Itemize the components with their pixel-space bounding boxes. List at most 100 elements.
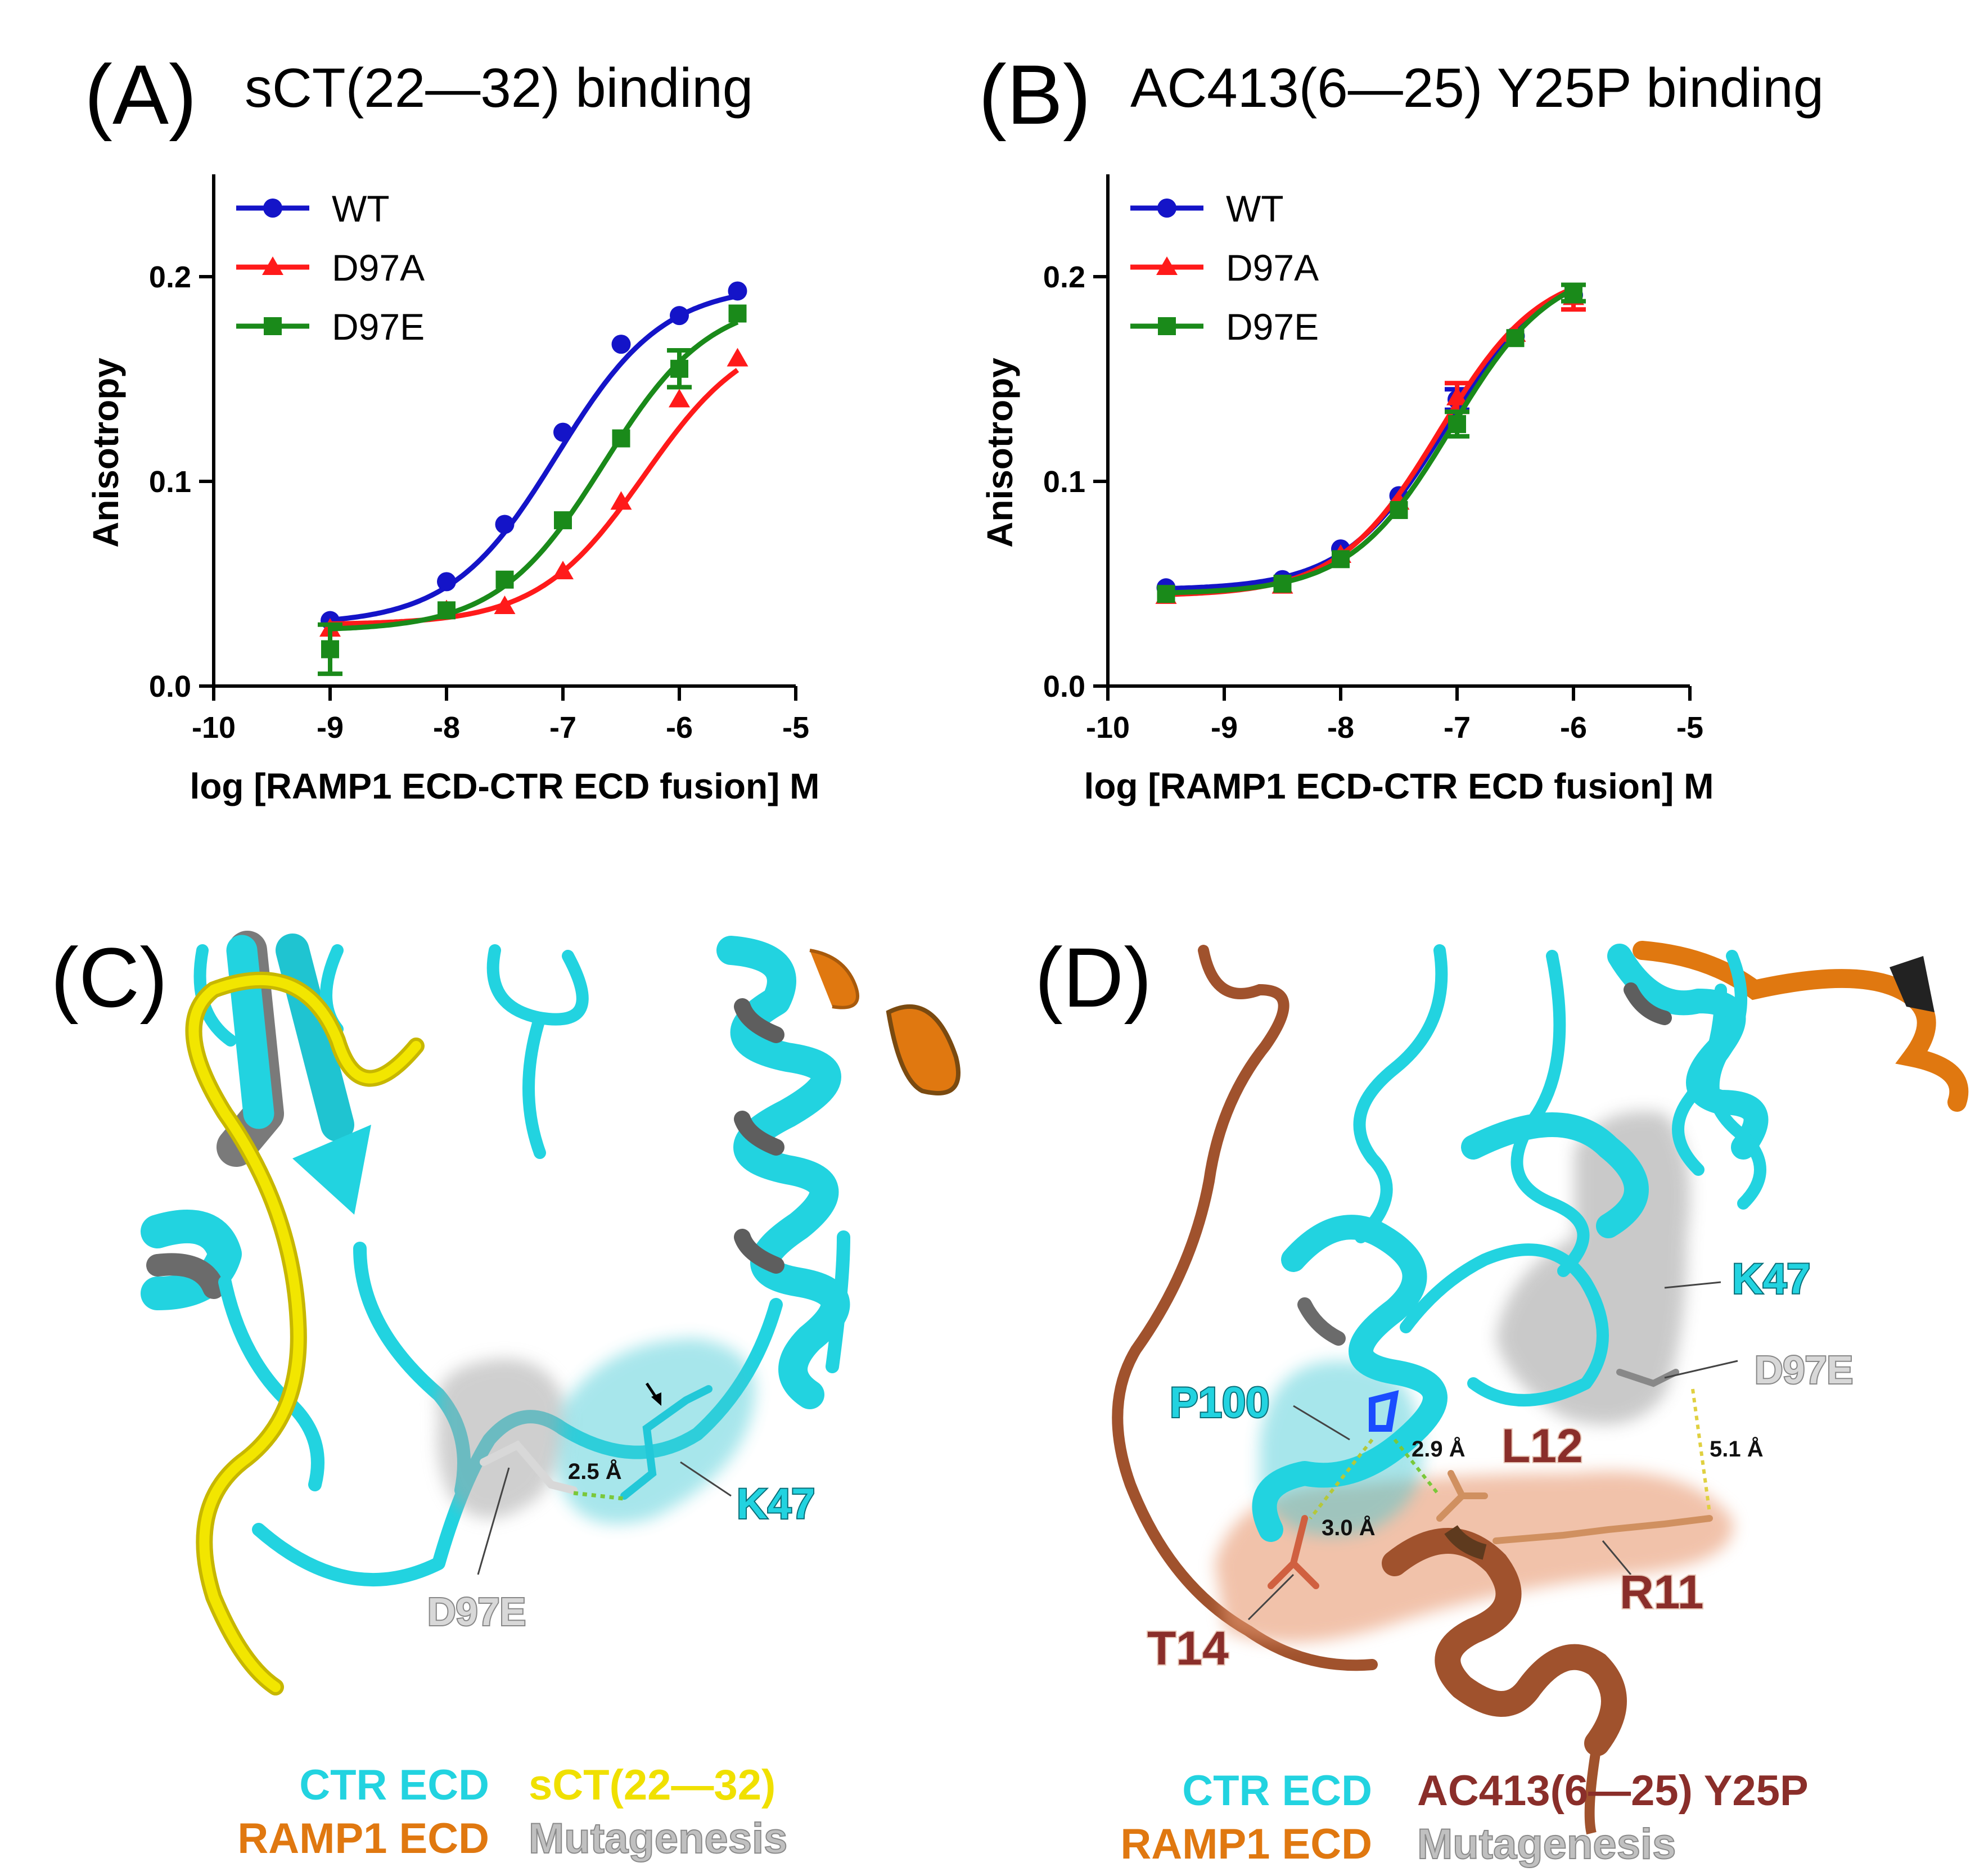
chart-b: -10 -9 -8 -7 -6 -5 0.0 0.1 0.2 log [RAMP1 ECD-CTR… bbox=[980, 174, 1714, 806]
legend-d-mut: Mutagenesis bbox=[1417, 1820, 1676, 1868]
legend-marker-d97a bbox=[1156, 256, 1178, 275]
ramp1-dark-face bbox=[1890, 956, 1935, 1012]
data-point-d97e bbox=[554, 511, 572, 530]
x-tick-label: -5 bbox=[782, 711, 809, 745]
legend-label-wt: WT bbox=[1226, 188, 1284, 229]
panel-d-structure: (D) bbox=[1035, 930, 1969, 1869]
legend-d-ctr: CTR ECD bbox=[1182, 1767, 1372, 1815]
y-tick-label: 0.0 bbox=[1043, 670, 1085, 703]
r11-sidechain bbox=[1492, 1515, 1713, 1544]
legend-label-d97a: D97A bbox=[1226, 247, 1319, 288]
x-axis-label: log [RAMP1 ECD-CTR ECD fusion] M bbox=[190, 766, 820, 806]
data-point-d97e bbox=[1157, 585, 1175, 603]
d97e-sidechain bbox=[480, 1440, 578, 1494]
data-point-d97e bbox=[1448, 415, 1466, 434]
fit-curve-d97e bbox=[330, 319, 739, 632]
legend-item-wt: WT bbox=[236, 188, 390, 229]
hbond-51 bbox=[1691, 1388, 1711, 1513]
panel-a-title: sCT(22—32) binding bbox=[245, 57, 753, 119]
x-tick-label: -6 bbox=[666, 711, 693, 745]
data-point-wt bbox=[611, 335, 631, 354]
legend-c-ctr: CTR ECD bbox=[299, 1761, 489, 1809]
y-tick-label: 0.2 bbox=[149, 260, 191, 294]
k47-sidechain bbox=[620, 1385, 713, 1500]
data-point-d97e bbox=[495, 570, 514, 589]
arrow-indicator-head bbox=[651, 1392, 661, 1406]
p100-sidechain bbox=[1369, 1390, 1399, 1432]
k47-surface bbox=[557, 1338, 755, 1524]
ctr-surface-d bbox=[1260, 1361, 1423, 1536]
data-point-d97a bbox=[669, 389, 690, 408]
data-point-d97e bbox=[1506, 329, 1525, 348]
sct-ribbon-highlight bbox=[188, 975, 421, 1692]
hbond-30 bbox=[1309, 1438, 1374, 1519]
panel-b-letter: (B) bbox=[979, 47, 1091, 142]
panel-a: (A) sCT(22—32) binding -10 -9 -8 -7 -6 -5 0.0 0… bbox=[84, 47, 819, 806]
x-tick-label: -7 bbox=[1444, 711, 1471, 745]
data-point-d97e bbox=[1273, 575, 1292, 593]
dist-label-d1: 2.9 Å bbox=[1412, 1436, 1466, 1462]
data-point-d97e bbox=[1332, 550, 1350, 569]
data-point-d97a bbox=[727, 348, 748, 367]
panel-d-letter: (D) bbox=[1035, 930, 1152, 1025]
legend-item-d97a: D97A bbox=[236, 247, 425, 288]
x-tick-label: -9 bbox=[1211, 711, 1238, 745]
y-tick-label: 0.2 bbox=[1043, 260, 1085, 294]
legend-label-d97a: D97A bbox=[332, 247, 425, 288]
y-tick-label: 0.0 bbox=[149, 670, 191, 703]
data-point-wt bbox=[553, 422, 572, 442]
fit-curve-d97e bbox=[1166, 287, 1575, 596]
x-tick-label: -9 bbox=[317, 711, 344, 745]
r11-pointer bbox=[1602, 1540, 1632, 1575]
data-point-d97a bbox=[610, 491, 632, 510]
x-tick-label: -8 bbox=[433, 711, 460, 745]
t14-label: T14 bbox=[1147, 1622, 1229, 1675]
hbond-29 bbox=[1393, 1438, 1441, 1497]
chart-a: -10 -9 -8 -7 -6 -5 0.0 0.1 0.2 log [RAMP1 ECD-CTR… bbox=[85, 174, 819, 806]
legend-label-d97e: D97E bbox=[1226, 306, 1319, 348]
ac413-tail bbox=[1584, 1742, 1602, 1835]
legend-item-d97e: D97E bbox=[236, 306, 425, 348]
data-point-wt bbox=[670, 306, 689, 326]
legend-d-ramp: RAMP1 ECD bbox=[1120, 1820, 1372, 1868]
mutagenesis-surface bbox=[436, 1359, 565, 1518]
data-point-d97a bbox=[494, 596, 516, 615]
fit-curve-d97a bbox=[330, 368, 740, 626]
d97e-label-c: D97E bbox=[427, 1590, 526, 1634]
dist-label-d2: 3.0 Å bbox=[1322, 1515, 1376, 1540]
data-point-wt bbox=[495, 515, 515, 534]
y-axis-label: Anisotropy bbox=[85, 358, 126, 548]
ramp1-ecd-fragment bbox=[809, 949, 859, 1009]
panel-a-letter: (A) bbox=[84, 47, 197, 142]
legend-marker-wt bbox=[263, 199, 282, 218]
r11-label: R11 bbox=[1620, 1566, 1703, 1618]
ramp1-ecd-ribbon-d bbox=[1633, 941, 1969, 1112]
p100-label: P100 bbox=[1170, 1379, 1270, 1427]
data-point-d97a bbox=[1446, 386, 1468, 405]
legend-c-ramp: RAMP1 ECD bbox=[237, 1815, 489, 1863]
x-tick-label: -6 bbox=[1560, 711, 1587, 745]
ac413-helix bbox=[1382, 1528, 1627, 1756]
legend-marker-wt bbox=[1157, 199, 1176, 218]
legend-item-d97e: D97E bbox=[1130, 306, 1319, 348]
data-point-wt bbox=[437, 572, 456, 592]
legend-item-wt: WT bbox=[1130, 188, 1284, 229]
panel-c-letter: (C) bbox=[51, 930, 168, 1025]
legend-marker-d97a bbox=[262, 256, 283, 275]
y-tick-label: 0.1 bbox=[1043, 465, 1085, 499]
data-point-d97a bbox=[552, 561, 574, 580]
legend-c-ligand: sCT(22—32) bbox=[529, 1761, 775, 1809]
x-tick-label: -5 bbox=[1676, 711, 1703, 745]
k47-pointer bbox=[680, 1461, 732, 1497]
y-tick-label: 0.1 bbox=[149, 465, 191, 499]
x-tick-label: -7 bbox=[549, 711, 576, 745]
x-tick-label: -10 bbox=[1086, 711, 1130, 745]
y-axis-label: Anisotropy bbox=[980, 358, 1020, 548]
data-point-wt bbox=[728, 281, 747, 301]
k47-label-d: K47 bbox=[1732, 1255, 1810, 1303]
ramp1-ecd-fragment-2 bbox=[886, 1004, 961, 1095]
legend-d-ligand: AC413(6—25) Y25P bbox=[1417, 1767, 1809, 1815]
x-axis-label: log [RAMP1 ECD-CTR ECD fusion] M bbox=[1084, 766, 1714, 806]
d97e-pointer bbox=[477, 1467, 510, 1575]
